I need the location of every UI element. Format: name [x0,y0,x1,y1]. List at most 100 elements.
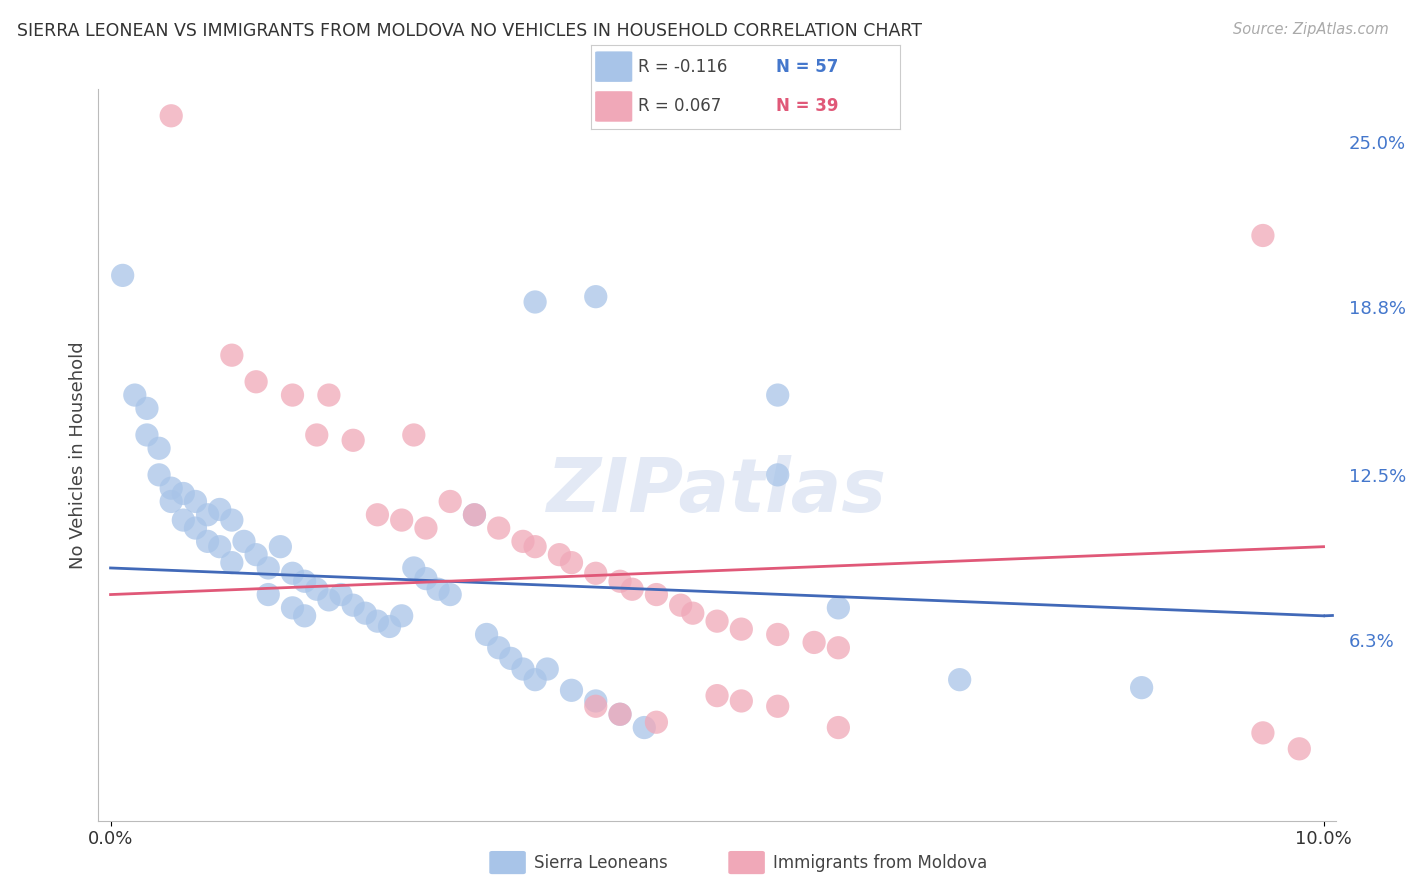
Point [1251,228,1274,243]
Point [463,508,485,522]
Point [548,548,571,562]
Point [391,608,413,623]
Text: Source: ZipAtlas.com: Source: ZipAtlas.com [1233,22,1389,37]
Point [682,606,704,620]
Point [221,348,243,362]
Point [402,428,425,442]
Point [669,598,692,612]
Point [766,699,789,714]
Point [305,582,328,597]
Point [148,467,170,482]
Point [111,268,134,283]
Point [633,721,655,735]
Point [294,608,316,623]
Point [281,600,304,615]
Point [281,388,304,402]
Point [488,640,510,655]
Point [354,606,377,620]
Point [148,442,170,456]
Point [766,627,789,641]
Point [427,582,450,597]
Point [281,566,304,581]
Point [197,534,219,549]
Point [585,566,607,581]
Point [524,540,547,554]
FancyBboxPatch shape [595,52,633,82]
Point [184,521,207,535]
Point [499,651,522,665]
Text: R = -0.116: R = -0.116 [638,58,728,76]
Point [257,588,280,602]
Point [136,401,159,416]
Point [439,494,461,508]
Y-axis label: No Vehicles in Household: No Vehicles in Household [69,341,87,569]
Point [585,290,607,304]
Point [305,428,328,442]
Point [730,622,752,636]
Text: ZIPatlas: ZIPatlas [547,455,887,528]
Point [366,614,388,628]
Point [488,521,510,535]
Point [609,707,631,722]
Point [184,494,207,508]
Point [233,534,256,549]
Point [803,635,825,649]
Point [512,662,534,676]
Point [536,662,558,676]
Point [269,540,291,554]
Point [827,721,849,735]
Point [245,548,267,562]
Point [609,574,631,589]
Text: SIERRA LEONEAN VS IMMIGRANTS FROM MOLDOVA NO VEHICLES IN HOUSEHOLD CORRELATION C: SIERRA LEONEAN VS IMMIGRANTS FROM MOLDOV… [17,22,922,40]
Point [560,556,582,570]
Point [124,388,146,402]
Point [524,673,547,687]
Point [512,534,534,549]
Point [245,375,267,389]
Point [366,508,388,522]
Point [294,574,316,589]
Point [706,614,728,628]
Point [221,513,243,527]
Point [827,600,849,615]
Point [524,295,547,310]
Point [585,699,607,714]
Point [645,588,668,602]
Point [136,428,159,442]
Point [439,588,461,602]
Point [318,593,340,607]
Point [197,508,219,522]
Point [949,673,972,687]
Point [342,434,364,448]
Point [318,388,340,402]
Point [402,561,425,575]
Point [330,588,353,602]
Point [172,513,194,527]
Point [766,467,789,482]
Point [1251,726,1274,740]
Point [463,508,485,522]
Point [160,109,183,123]
Point [257,561,280,575]
Point [391,513,413,527]
Point [160,481,183,495]
Point [766,388,789,402]
Point [1130,681,1153,695]
Point [730,694,752,708]
Point [609,707,631,722]
Point [415,521,437,535]
Text: N = 57: N = 57 [776,58,838,76]
Point [706,689,728,703]
Point [560,683,582,698]
Point [645,715,668,730]
Point [378,619,401,633]
Point [160,494,183,508]
Point [415,572,437,586]
Point [475,627,498,641]
Point [221,556,243,570]
Point [1288,741,1310,756]
Point [585,694,607,708]
Point [827,640,849,655]
Text: Immigrants from Moldova: Immigrants from Moldova [773,854,987,871]
Point [621,582,644,597]
